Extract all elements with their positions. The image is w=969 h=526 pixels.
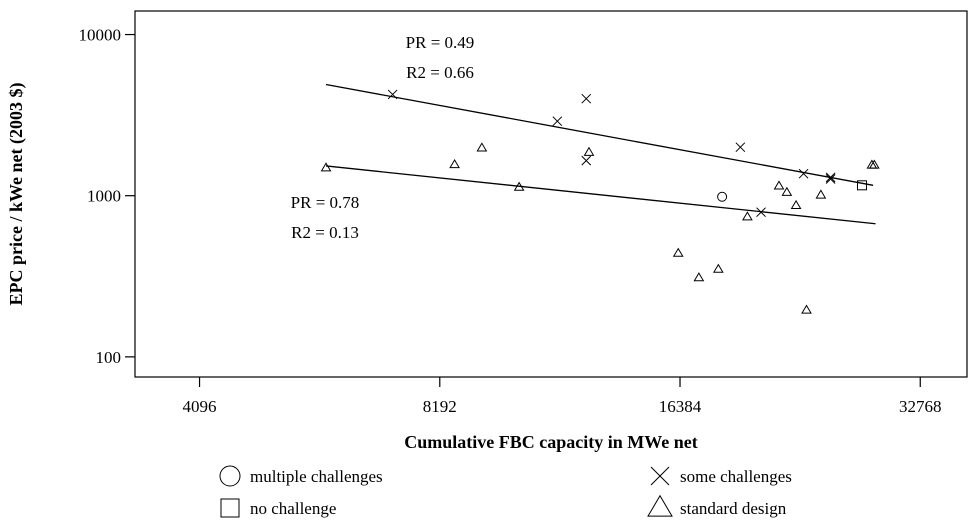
y-tick-label: 1000 <box>87 187 121 206</box>
y-axis: 100 1000 10000 <box>79 26 135 367</box>
x-point <box>798 168 809 179</box>
annotations: PR = 0.49 R2 = 0.66 PR = 0.78 R2 = 0.13 <box>291 33 475 242</box>
x-point <box>825 172 836 183</box>
x-point <box>735 142 746 153</box>
square-point <box>857 180 868 191</box>
x-point <box>756 207 766 218</box>
x-tick-label: 4096 <box>183 397 217 416</box>
legend-triangle-icon <box>647 494 673 517</box>
legend-label: standard design <box>680 499 787 518</box>
x-tick-label: 32768 <box>899 397 942 416</box>
data-points <box>320 89 880 314</box>
triangle-point <box>781 186 793 196</box>
annotation-text: R2 = 0.66 <box>406 63 474 82</box>
trend-line <box>325 83 874 186</box>
x-tick-label: 8192 <box>423 397 457 416</box>
annotation-text: PR = 0.78 <box>291 193 360 212</box>
trend-line <box>325 165 876 225</box>
y-tick-label: 10000 <box>79 26 122 45</box>
annotation-text: PR = 0.49 <box>406 33 475 52</box>
trend-lines <box>325 83 876 225</box>
triangle-point <box>712 263 724 273</box>
x-point <box>581 93 592 104</box>
plot-frame <box>134 10 968 378</box>
circle-point <box>717 191 728 202</box>
triangle-point <box>449 159 460 169</box>
x-axis: 4096 8192 16384 32768 <box>183 377 942 416</box>
triangle-point <box>513 181 525 191</box>
triangle-point <box>320 162 332 172</box>
x-point <box>552 116 563 127</box>
legend-label: some challenges <box>680 467 792 486</box>
triangle-point <box>773 180 785 190</box>
legend-label: multiple challenges <box>250 467 383 486</box>
x-point <box>825 174 836 184</box>
triangle-point <box>672 247 684 257</box>
x-axis-title: Cumulative FBC capacity in MWe net <box>404 432 697 452</box>
triangle-point <box>815 189 827 199</box>
y-tick-label: 100 <box>96 348 122 367</box>
triangle-point <box>801 304 812 314</box>
triangle-point <box>693 272 705 282</box>
triangle-point <box>583 146 595 156</box>
legend-label: no challenge <box>250 499 336 518</box>
x-tick-label: 16384 <box>659 397 702 416</box>
triangle-point <box>476 142 488 152</box>
triangle-point <box>742 211 753 221</box>
legend-square-icon <box>220 498 240 518</box>
y-axis-title: EPC price / kWe net (2003 $) <box>6 83 27 306</box>
legend-x-icon <box>650 466 670 486</box>
triangle-point <box>790 199 802 210</box>
legend-circle-icon <box>219 465 241 487</box>
triangle-point <box>868 159 880 169</box>
x-point <box>581 155 592 166</box>
x-point <box>387 89 398 100</box>
annotation-text: R2 = 0.13 <box>291 223 359 242</box>
legend: multiple challenges some challenges no cha… <box>219 465 792 518</box>
